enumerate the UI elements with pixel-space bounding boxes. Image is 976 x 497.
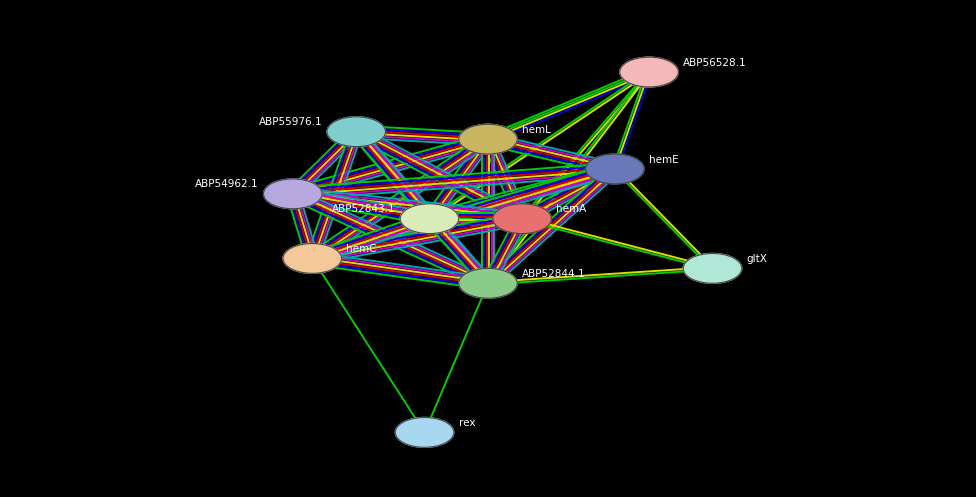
Text: gltX: gltX (747, 254, 767, 264)
Circle shape (459, 124, 517, 154)
Circle shape (459, 268, 517, 298)
Text: hemA: hemA (556, 204, 587, 214)
Text: hemC: hemC (346, 244, 377, 254)
Circle shape (283, 244, 342, 273)
Text: hemL: hemL (522, 125, 551, 135)
Text: ABP52844.1: ABP52844.1 (522, 269, 586, 279)
Circle shape (395, 417, 454, 447)
Text: hemE: hemE (649, 155, 678, 165)
Circle shape (327, 117, 386, 147)
Circle shape (493, 204, 551, 234)
Text: ABP56528.1: ABP56528.1 (683, 58, 747, 68)
Text: ABP55976.1: ABP55976.1 (259, 117, 322, 127)
Text: ABP52843.1: ABP52843.1 (332, 204, 395, 214)
Text: ABP54962.1: ABP54962.1 (195, 179, 259, 189)
Circle shape (586, 154, 644, 184)
Circle shape (400, 204, 459, 234)
Circle shape (683, 253, 742, 283)
Circle shape (620, 57, 678, 87)
Text: rex: rex (459, 418, 475, 428)
Circle shape (264, 179, 322, 209)
